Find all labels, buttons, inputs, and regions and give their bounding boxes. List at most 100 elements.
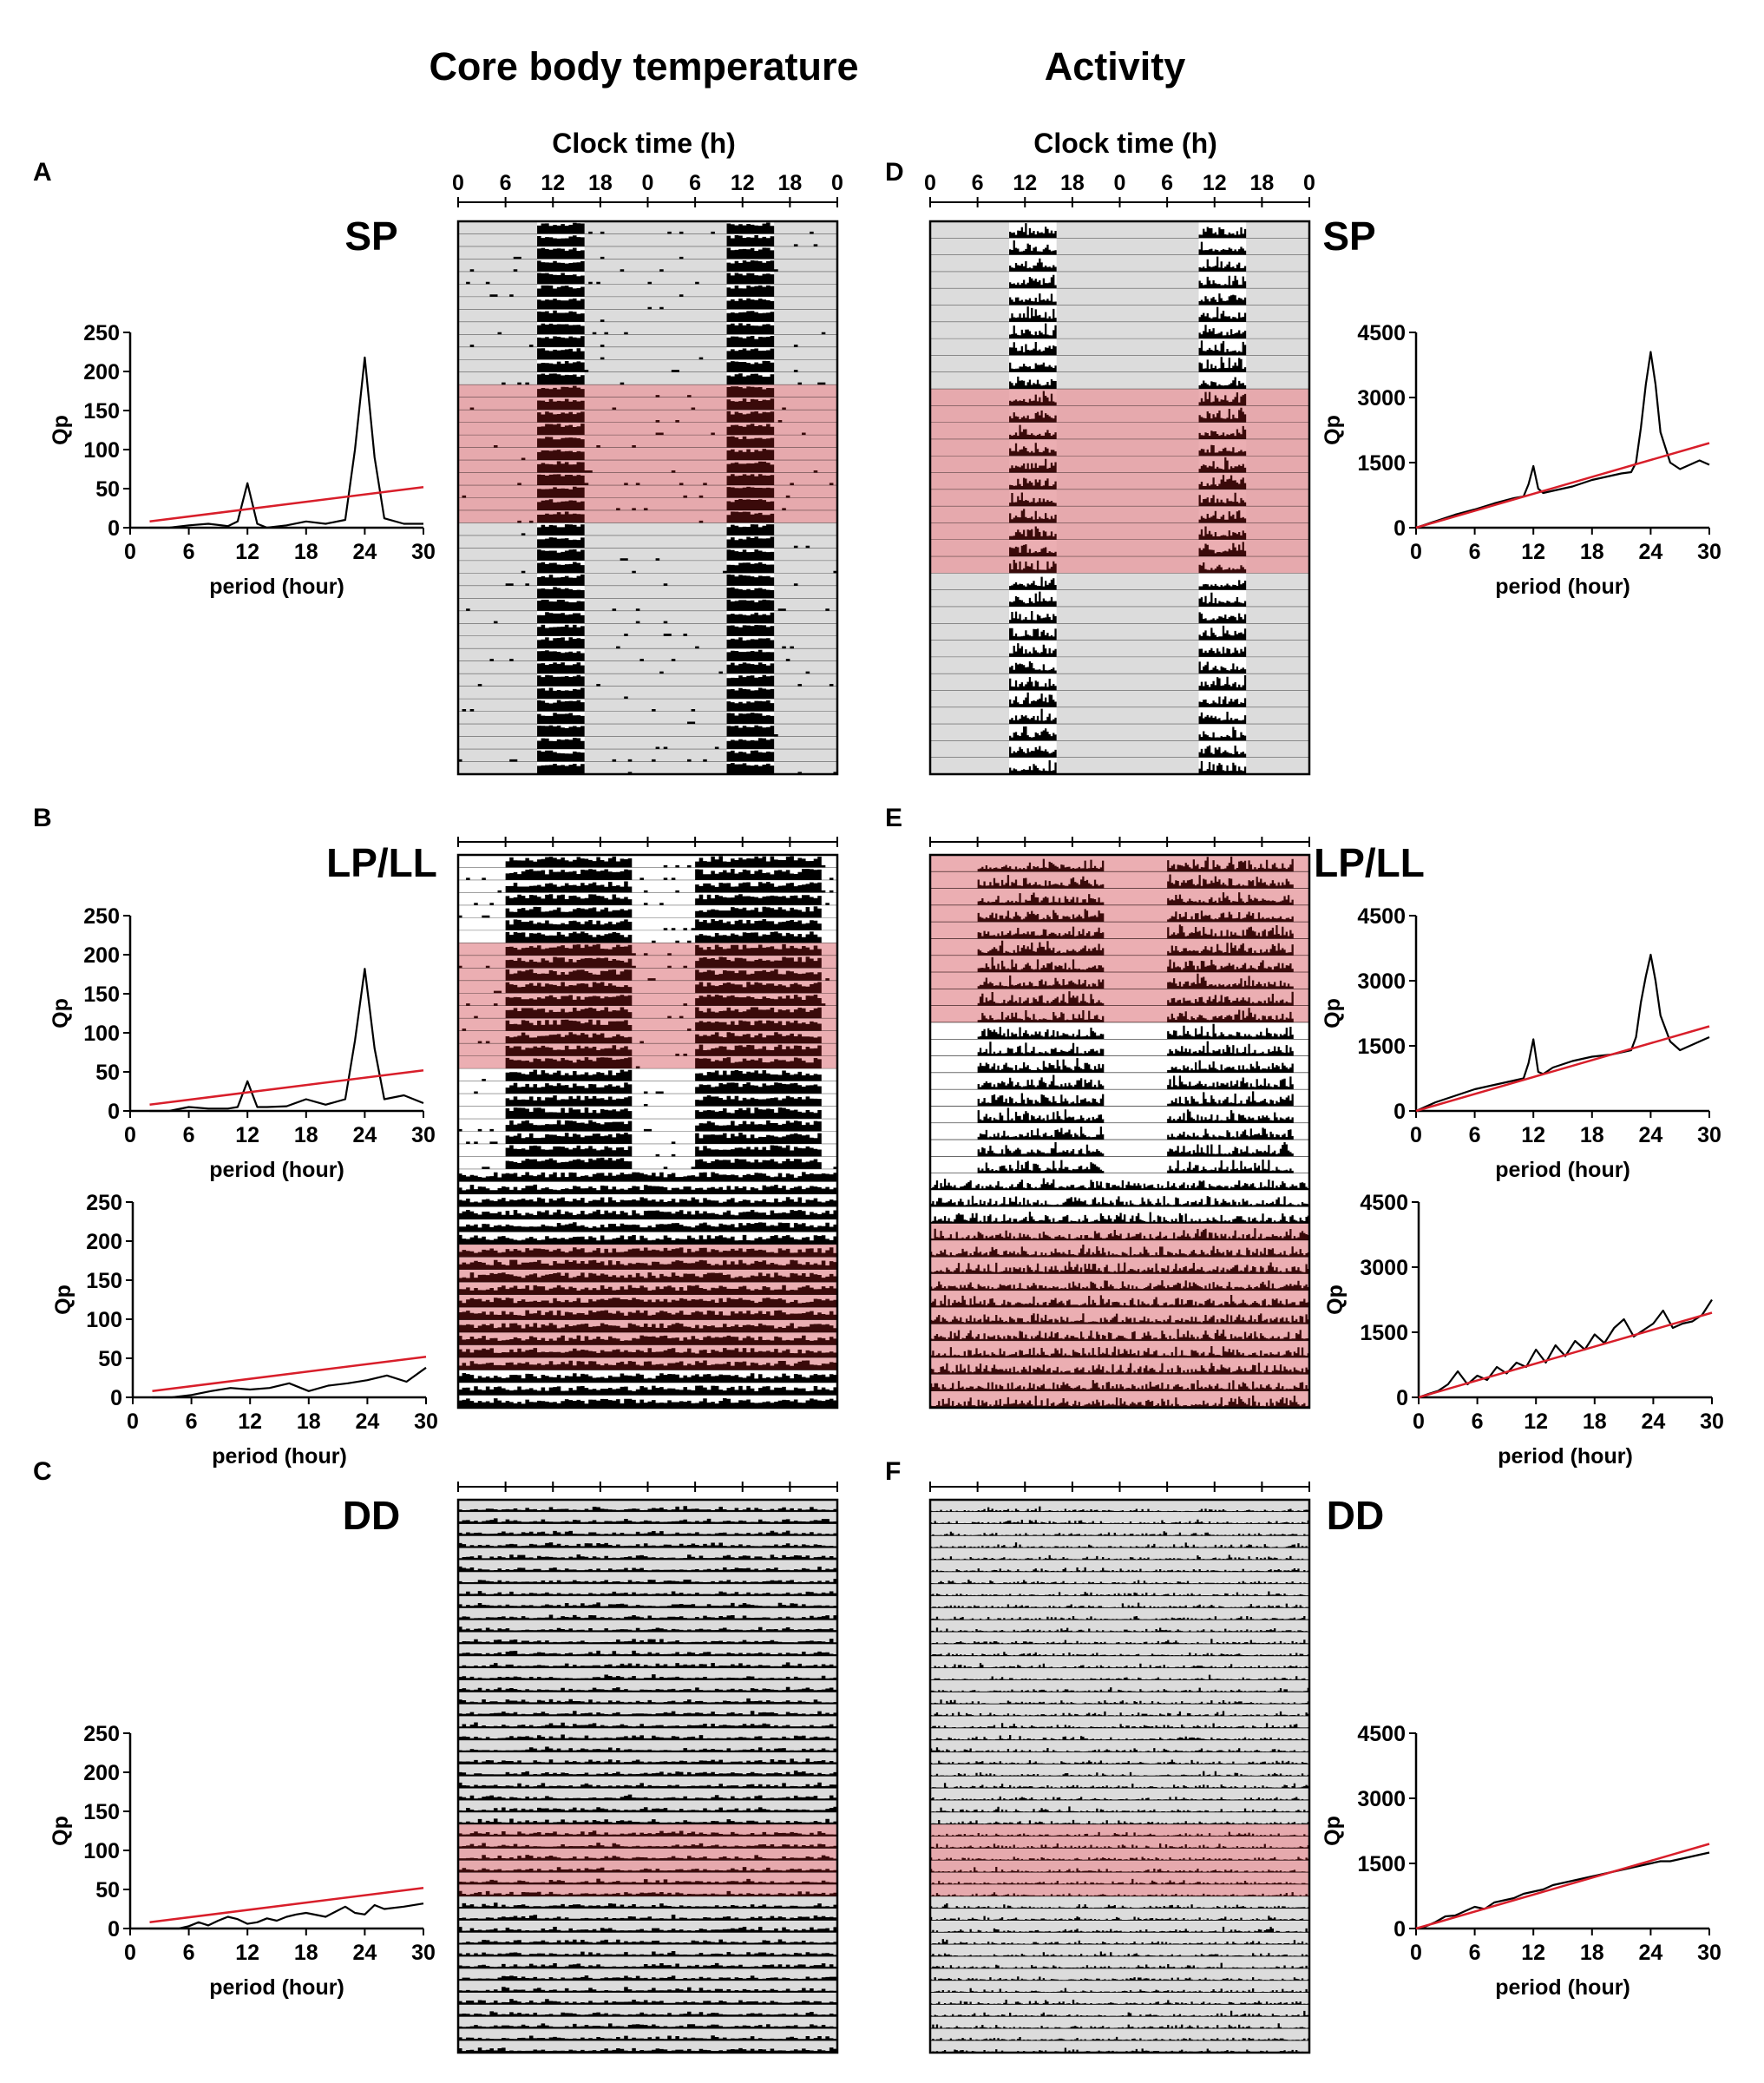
actogram-row-bars <box>466 599 830 611</box>
clock-time-title-right: Clock time (h) <box>1033 128 1217 159</box>
actogram-row-bars <box>930 1023 1309 1040</box>
actogram-row-bars <box>1009 240 1247 255</box>
actogram-row-bars <box>930 973 1309 989</box>
actogram-row-bars <box>930 1627 1309 1633</box>
x-tick-label: 0 <box>1410 1123 1422 1147</box>
actogram-row-bars <box>458 1298 837 1308</box>
actogram-row-bars <box>513 247 775 260</box>
condition-label-d: SP <box>1322 214 1375 259</box>
actogram-row-bars <box>930 991 1309 1006</box>
x-tick-label: 24 <box>352 1941 377 1965</box>
y-tick-label: 0 <box>1393 1917 1406 1942</box>
actogram-row-bars <box>930 909 1309 923</box>
actogram-row-bars <box>458 1890 837 1896</box>
actogram-row-bars <box>458 1506 837 1512</box>
actogram-row-bars <box>930 1819 1309 1824</box>
actogram-row-bars <box>930 1228 1309 1240</box>
x-tick-label: 30 <box>414 1409 438 1434</box>
actogram-row-bars <box>466 994 826 1006</box>
actogram-row-bars <box>930 1615 1309 1620</box>
actogram-row-bars <box>458 1385 837 1396</box>
actogram-row-bars <box>930 1843 1309 1849</box>
y-tick-label: 0 <box>108 1100 120 1124</box>
y-tick-label: 150 <box>86 1269 122 1293</box>
actogram-row-bars <box>537 624 775 636</box>
qp-series-line <box>149 1902 424 1930</box>
actogram-row-bars <box>930 1663 1309 1668</box>
actogram-row-bars <box>458 1855 837 1861</box>
y-tick-label: 100 <box>86 1308 122 1332</box>
actogram-row-bars <box>930 1295 1309 1308</box>
actogram-row-bars <box>458 1518 837 1524</box>
periodogram-e-top: 0 6 12 18 24 30 0 1500 3000 4500 period (hour) Qp <box>1321 904 1721 1182</box>
actogram-row-bars <box>930 1519 1309 1524</box>
actogram-row-bars <box>458 1975 837 1981</box>
actogram-row-bars <box>930 1346 1309 1358</box>
x-tick-label: 24 <box>1638 1123 1662 1147</box>
actogram-row-bars <box>537 637 794 649</box>
qp-series-line <box>1415 1851 1710 1930</box>
actogram-row-bars <box>537 385 775 398</box>
y-axis-label: Qp <box>49 415 73 445</box>
actogram-row-bars <box>930 1041 1309 1056</box>
x-tick-label: 30 <box>411 1123 436 1147</box>
condition-label-e: LP/LL <box>1314 840 1425 885</box>
actogram-row-bars <box>930 1866 1309 1873</box>
actogram-row-bars <box>458 1373 837 1383</box>
actogram-row-bars <box>1009 223 1247 239</box>
x-tick-label: 6 <box>183 1941 195 1965</box>
activity-column-title: Activity <box>1045 44 1186 89</box>
actogram-row-bars <box>930 1687 1309 1692</box>
actogram-row-bars <box>930 1951 1309 1957</box>
panel-letter-e: E <box>885 804 902 832</box>
actogram-row-bars <box>458 1962 837 1969</box>
actogram-row-bars <box>1009 591 1247 607</box>
actogram-row-bars <box>1009 407 1247 423</box>
actogram-row-bars <box>458 1927 837 1933</box>
x-tick-label: 12 <box>235 1941 259 1965</box>
actogram-row-bars <box>1009 391 1247 406</box>
actogram-row-bars <box>1009 293 1247 306</box>
actogram-row-bars <box>458 1397 837 1408</box>
actogram-row-bars <box>930 1091 1309 1107</box>
actogram-row-bars <box>458 1902 837 1909</box>
actogram-c <box>456 1498 839 2054</box>
actogram-row-bars <box>930 857 1309 872</box>
qp-series-line <box>152 1366 427 1399</box>
qp-series-line <box>1415 351 1710 529</box>
x-tick-label: 12 <box>1524 1409 1548 1434</box>
periodogram-c: 0 6 12 18 24 30 0 50 100 150 200 250 period (hour) Qp <box>49 1722 436 2000</box>
clock-tick-label: 0 <box>831 171 843 195</box>
y-tick-label: 200 <box>86 1230 122 1254</box>
actogram-row-bars <box>505 1057 822 1069</box>
x-tick-label: 0 <box>1410 1941 1422 1965</box>
y-tick-label: 200 <box>83 360 120 384</box>
x-tick-label: 0 <box>124 540 136 564</box>
actogram-row-bars <box>458 1542 837 1548</box>
highlight-band <box>930 389 1309 574</box>
significance-line <box>149 1068 424 1107</box>
actogram-row-bars <box>458 1650 837 1657</box>
actogram-row-bars <box>458 1951 837 1957</box>
clock-tick-label: 0 <box>452 171 464 195</box>
actogram-frame <box>456 220 839 776</box>
condition-label-a: SP <box>344 214 397 259</box>
actogram-row-bars <box>1009 340 1247 356</box>
actogram-row-bars <box>930 1831 1309 1837</box>
x-tick-label: 18 <box>1583 1409 1607 1434</box>
actogram-row-bars <box>930 1783 1309 1789</box>
x-tick-label: 30 <box>1700 1409 1724 1434</box>
actogram-row-bars <box>493 982 822 994</box>
actogram-row-bars <box>466 868 834 880</box>
actogram-row-bars <box>930 1939 1309 1945</box>
x-axis-label: period (hour) <box>209 1158 344 1182</box>
y-axis-label: Qp <box>1321 1816 1345 1846</box>
y-tick-label: 3000 <box>1357 969 1406 994</box>
actogram-row-bars <box>1009 559 1247 574</box>
actogram-row-bars <box>458 1335 837 1345</box>
actogram-row-bars <box>458 1272 837 1283</box>
actogram-row-bars <box>930 956 1309 973</box>
actogram-row-bars <box>458 1602 837 1608</box>
qp-series-line <box>1418 1298 1713 1399</box>
x-tick-label: 18 <box>297 1409 321 1434</box>
